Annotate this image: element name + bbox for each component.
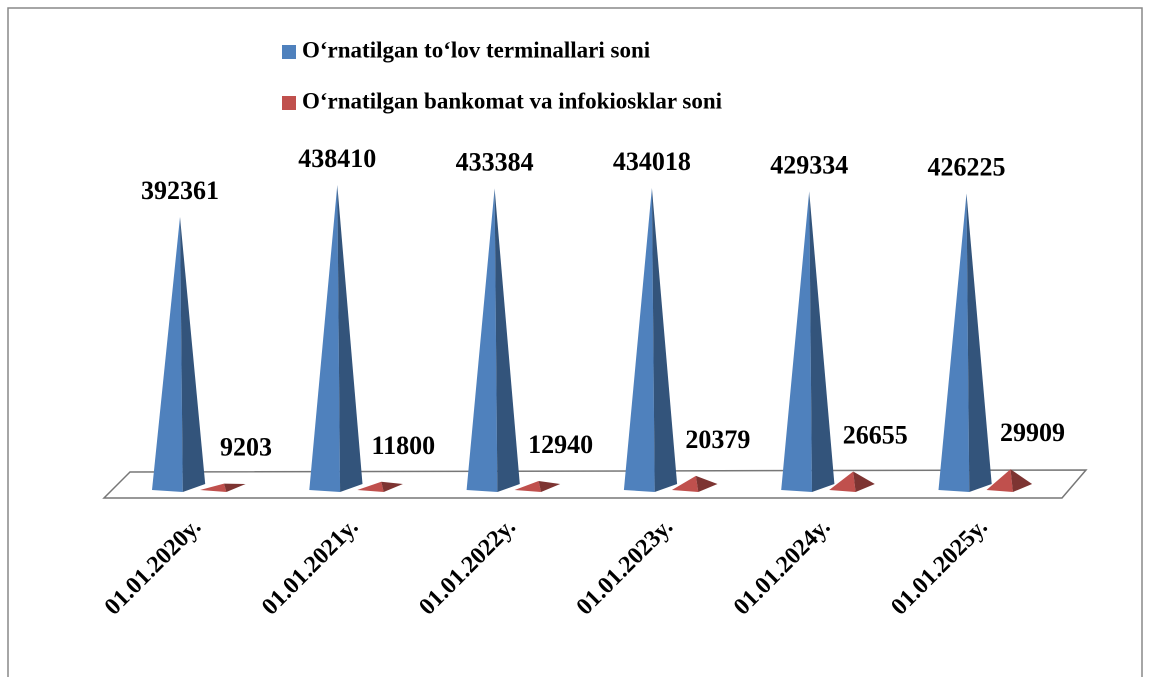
data-label: 426225	[928, 152, 1006, 181]
pyramid-face	[986, 469, 1013, 492]
pyramid-face	[466, 188, 498, 492]
legend-label: O‘rnatilgan to‘lov terminallari soni	[302, 37, 651, 62]
pyramid	[623, 188, 678, 493]
pyramid-side	[381, 481, 403, 492]
pyramid-face	[938, 193, 970, 492]
pyramid-face	[309, 185, 341, 492]
pyramid	[466, 188, 520, 492]
data-label: 438410	[298, 144, 376, 173]
data-label: 20379	[685, 425, 750, 454]
pyramid	[781, 191, 835, 492]
pyramid-side	[180, 217, 206, 492]
pyramid	[938, 193, 992, 492]
legend-swatch	[282, 96, 296, 110]
pyramid-side	[966, 193, 992, 492]
pyramid-face	[200, 483, 227, 492]
data-label: 9203	[220, 433, 272, 462]
pyramid-side	[695, 475, 718, 492]
pyramid-side	[809, 191, 835, 492]
data-label: 29909	[1000, 418, 1065, 447]
pyramid-face	[781, 191, 812, 492]
data-label: 434018	[613, 147, 691, 176]
pyramid-side	[538, 480, 561, 492]
pyramid	[514, 480, 561, 492]
pyramid-side	[1010, 469, 1033, 492]
pyramid	[829, 471, 875, 492]
pyramid-side	[651, 188, 678, 493]
legend: O‘rnatilgan to‘lov terminallari soni O‘rn…	[282, 37, 723, 113]
pyramid-side	[337, 185, 363, 492]
pyramid	[986, 469, 1033, 492]
floor	[102, 469, 1088, 499]
pyramid	[357, 481, 403, 492]
pyramid-face	[514, 480, 541, 492]
pyramid	[200, 483, 246, 492]
pyramid-face	[671, 475, 699, 492]
pyramid	[309, 185, 363, 492]
pyramid-face	[623, 188, 655, 493]
data-label: 392361	[141, 176, 219, 205]
pyramid-face	[829, 471, 856, 492]
pyramid-side	[853, 471, 875, 492]
pyramid-face	[152, 217, 183, 492]
legend-label: O‘rnatilgan bankomat va infokiosklar son…	[302, 88, 723, 113]
pyramid	[671, 475, 718, 492]
pyramid	[152, 217, 206, 492]
data-label: 12940	[528, 430, 593, 459]
pyramid-side	[224, 483, 246, 492]
data-label: 11800	[372, 431, 436, 460]
legend-swatch	[282, 45, 296, 59]
pyramid-side	[494, 188, 520, 492]
pyramid-face	[357, 481, 384, 492]
data-label: 433384	[456, 147, 534, 176]
data-label: 26655	[843, 420, 908, 449]
data-label: 429334	[770, 150, 848, 179]
